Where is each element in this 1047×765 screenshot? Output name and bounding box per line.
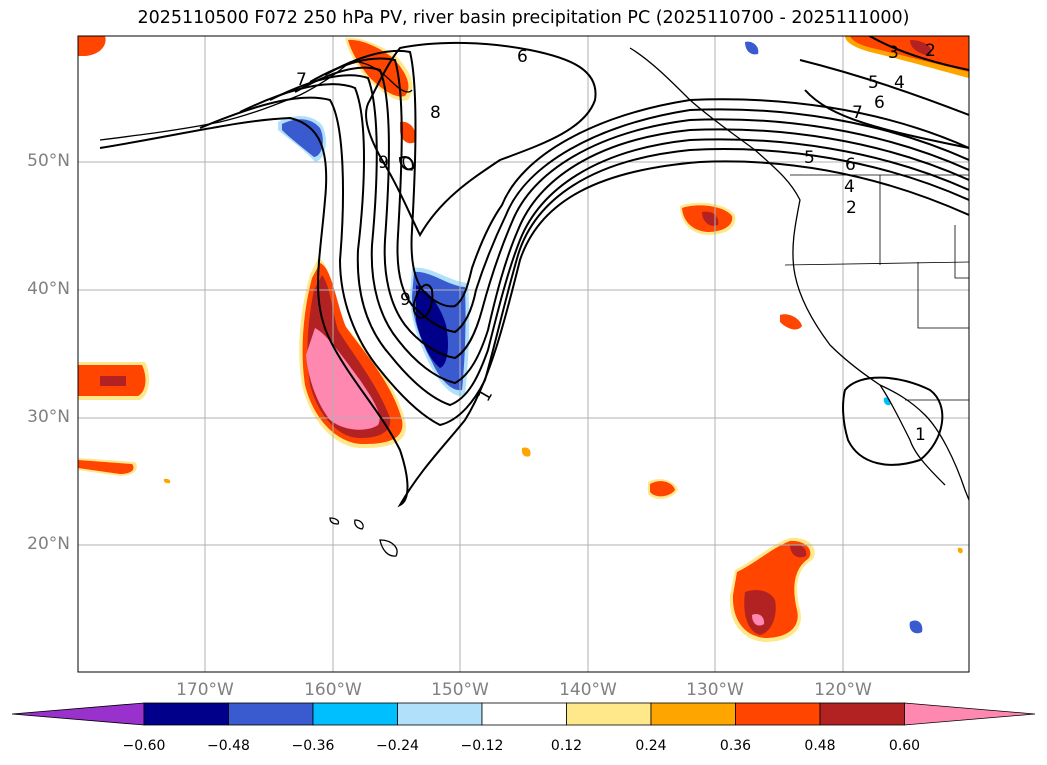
colorbar-tick-label: 0.48 (804, 738, 836, 754)
lat-label: 50°N (27, 151, 70, 171)
colorbar-tick-label: −0.12 (460, 738, 504, 754)
lat-label: 40°N (27, 279, 70, 299)
contour-label: 3 (888, 43, 899, 63)
lon-label: 140°W (559, 680, 617, 700)
colorbar-extend-high (904, 702, 1036, 726)
colorbar-tick-label: −0.60 (122, 738, 166, 754)
colorbar-tick-label: 0.36 (719, 738, 752, 754)
colorbar-tick-label: −0.48 (207, 738, 250, 754)
lon-label: 130°W (686, 680, 744, 700)
lat-label: 30°N (27, 407, 70, 427)
lon-label: 170°W (176, 680, 234, 700)
map-area (78, 36, 969, 672)
colorbar-bin (819, 702, 905, 726)
lon-label: 160°W (304, 680, 362, 700)
colorbar (11, 702, 1036, 726)
contour-label: 5 (804, 148, 815, 168)
political-boundaries (784, 174, 969, 401)
contour-label: 9 (378, 153, 389, 173)
contour-label: 6 (517, 47, 528, 67)
colorbar-bin (228, 702, 314, 726)
map-title: 2025110500 F072 250 hPa PV, river basin … (137, 8, 910, 28)
contour-label: 4 (894, 73, 905, 93)
contour-label: 8 (430, 103, 441, 123)
contour-label: 9 (400, 290, 411, 310)
colorbar-bin (312, 702, 398, 726)
contour-label: 7 (852, 103, 863, 123)
contour-label: 6 (845, 155, 856, 175)
lon-label: 120°W (814, 680, 872, 700)
coastlines (99, 47, 969, 557)
contour-label: 6 (874, 93, 885, 113)
colorbar-bin (143, 702, 229, 726)
contour-label: 2 (925, 41, 936, 61)
colorbar-bin (481, 702, 567, 726)
contour-label: 1 (915, 425, 926, 445)
colorbar-bin (650, 702, 736, 726)
colorbar-tick-label: 0.24 (635, 738, 667, 754)
colorbar-bin (566, 702, 652, 726)
contour-label: 2 (846, 198, 857, 218)
colorbar-tick-label: −0.24 (376, 738, 419, 754)
contour-label: 7 (296, 70, 307, 90)
lat-label: 20°N (27, 534, 70, 554)
colorbar-bin (397, 702, 483, 726)
colorbar-tick-label: 0.12 (550, 738, 583, 754)
map-frame (77, 35, 970, 673)
contour-label: 4 (844, 177, 855, 197)
colorbar-bin (735, 702, 821, 726)
colorbar-tick-label: −0.36 (291, 738, 335, 754)
colorbar-extend-low (11, 702, 145, 726)
colorbar-tick-label: 0.60 (888, 738, 921, 754)
lon-label: 150°W (431, 680, 489, 700)
contour-label: 5 (868, 73, 879, 93)
